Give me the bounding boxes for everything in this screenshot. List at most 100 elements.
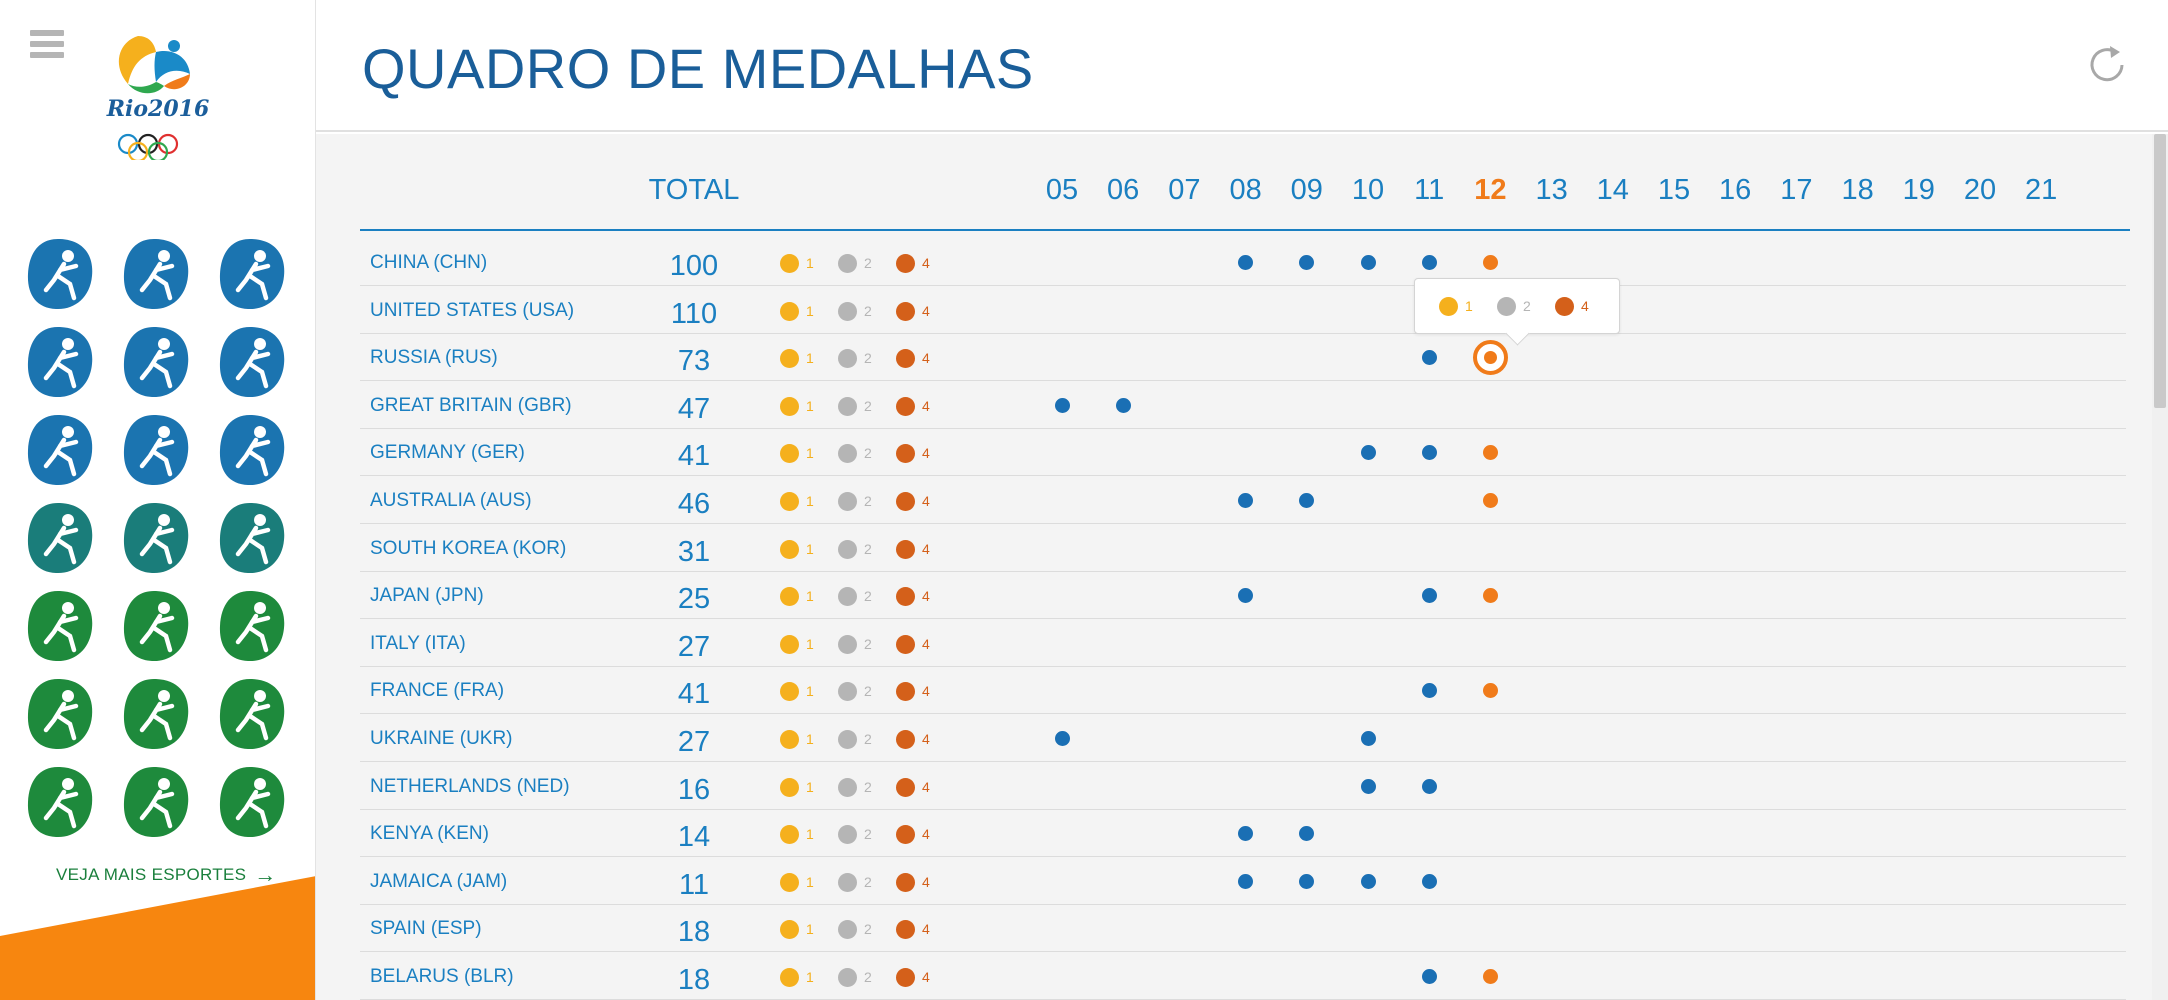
medal-day-dot-11[interactable] <box>1421 255 1437 270</box>
refresh-icon[interactable] <box>2084 42 2130 88</box>
country-name[interactable]: SPAIN (ESP) <box>370 918 482 940</box>
country-name[interactable]: UNITED STATES (USA) <box>370 299 575 321</box>
equestrian-icon[interactable] <box>120 764 192 840</box>
badminton-icon[interactable] <box>120 236 192 312</box>
medal-day-dot-11[interactable] <box>1421 350 1437 366</box>
medal-day-dot-10[interactable] <box>1360 445 1376 461</box>
table-row[interactable]: SOUTH KOREA (KOR) 31 1 2 4 <box>360 525 2126 572</box>
day-header-17[interactable]: 17 <box>1780 174 1813 206</box>
country-name[interactable]: FRANCE (FRA) <box>370 680 505 702</box>
sailing-icon[interactable] <box>216 764 288 840</box>
table-row[interactable]: GREAT BRITAIN (GBR) 47 1 2 4 <box>360 382 2126 429</box>
medal-day-dot-08[interactable] <box>1238 826 1254 842</box>
day-header-09[interactable]: 09 <box>1290 174 1323 206</box>
medal-day-dot-11[interactable] <box>1421 445 1437 461</box>
table-row[interactable]: JAMAICA (JAM) 11 1 2 4 <box>360 858 2126 905</box>
medal-day-dot-05[interactable] <box>1054 731 1070 746</box>
medal-day-dot-10[interactable] <box>1360 778 1376 794</box>
table-row[interactable]: ITALY (ITA) 27 1 2 4 <box>360 620 2126 667</box>
medal-day-dot-11[interactable] <box>1421 969 1437 984</box>
medal-day-dot-12[interactable] <box>1472 340 1508 376</box>
table-row[interactable]: BELARUS (BLR) 18 1 2 4 <box>360 953 2126 1000</box>
day-header-16[interactable]: 16 <box>1719 174 1752 206</box>
handball-icon[interactable] <box>24 588 96 664</box>
day-header-20[interactable]: 20 <box>1963 174 1997 206</box>
medal-day-dot-06[interactable] <box>1115 397 1131 413</box>
taekwondo-icon[interactable] <box>216 676 288 752</box>
day-header-15[interactable]: 15 <box>1657 174 1691 206</box>
table-row[interactable]: NETHERLANDS (NED) 16 1 2 4 <box>360 763 2126 810</box>
golf-icon[interactable] <box>216 500 288 576</box>
day-header-11[interactable]: 11 <box>1414 174 1445 206</box>
basketball-icon[interactable] <box>120 588 192 664</box>
rio2016-logo[interactable] <box>98 26 214 163</box>
mountain-bike-icon[interactable] <box>120 324 192 400</box>
day-header-08[interactable]: 08 <box>1229 174 1262 206</box>
medal-day-dot-12[interactable] <box>1482 969 1498 984</box>
country-name[interactable]: UKRAINE (UKR) <box>370 728 513 749</box>
table-row[interactable]: UKRAINE (UKR) 27 1 2 4 <box>360 715 2126 762</box>
swimming-icon[interactable] <box>24 412 96 488</box>
medal-day-dot-11[interactable] <box>1421 873 1437 889</box>
medal-day-dot-12[interactable] <box>1482 683 1498 699</box>
medal-day-dot-12[interactable] <box>1482 493 1498 508</box>
country-name[interactable]: BELARUS (BLR) <box>370 966 514 987</box>
country-name[interactable]: ITALY (ITA) <box>370 632 466 654</box>
medal-day-dot-09[interactable] <box>1299 493 1315 508</box>
country-name[interactable]: SOUTH KOREA (KOR) <box>370 537 567 559</box>
day-header-14[interactable]: 14 <box>1596 174 1629 206</box>
day-header-07[interactable]: 07 <box>1168 174 1201 206</box>
country-name[interactable]: RUSSIA (RUS) <box>370 347 498 369</box>
more-sports-link[interactable]: VEJA MAIS ESPORTES → <box>56 862 277 888</box>
country-name[interactable]: JAPAN (JPN) <box>370 585 484 607</box>
table-row[interactable]: RUSSIA (RUS) 73 1 2 4 <box>360 334 2126 382</box>
day-header-10[interactable]: 10 <box>1351 174 1385 206</box>
table-row[interactable]: FRANCE (FRA) 41 1 2 4 <box>360 667 2126 715</box>
day-header-13[interactable]: 13 <box>1535 174 1568 206</box>
water-polo-icon[interactable] <box>120 412 192 488</box>
medal-day-dot-11[interactable] <box>1421 588 1437 604</box>
medal-day-dot-08[interactable] <box>1238 588 1254 604</box>
table-row[interactable]: KENYA (KEN) 14 1 2 4 <box>360 810 2126 858</box>
country-name[interactable]: AUSTRALIA (AUS) <box>370 490 532 511</box>
medal-day-dot-12[interactable] <box>1482 588 1498 604</box>
table-row[interactable]: AUSTRALIA (AUS) 46 1 2 4 <box>360 477 2126 524</box>
medal-day-dot-09[interactable] <box>1299 255 1315 270</box>
country-name[interactable]: NETHERLANDS (NED) <box>370 775 570 797</box>
day-header-21[interactable]: 21 <box>2025 174 2058 206</box>
medal-day-dot-09[interactable] <box>1299 873 1315 889</box>
table-row[interactable]: GERMANY (GER) 41 1 2 4 <box>360 429 2126 477</box>
country-name[interactable]: JAMAICA (JAM) <box>370 870 508 892</box>
medal-day-dot-09[interactable] <box>1299 826 1315 842</box>
road-cycling-icon[interactable] <box>216 324 288 400</box>
rhythmic-gymnastics-icon[interactable] <box>120 500 192 576</box>
table-row[interactable]: SPAIN (ESP) 18 1 2 4 <box>360 905 2126 953</box>
hamburger-icon[interactable] <box>30 30 64 64</box>
table-row[interactable]: JAPAN (JPN) 25 1 2 4 <box>360 572 2126 620</box>
volleyball-icon[interactable] <box>216 236 288 312</box>
medal-day-dot-12[interactable] <box>1482 255 1498 270</box>
country-name[interactable]: GERMANY (GER) <box>370 442 525 464</box>
athletics-icon[interactable] <box>24 236 96 312</box>
table-row[interactable]: UNITED STATES (USA) 110 1 2 4 <box>360 287 2126 334</box>
medal-day-dot-12[interactable] <box>1482 445 1498 461</box>
day-header-06[interactable]: 06 <box>1107 174 1140 206</box>
bmx-cycling-icon[interactable] <box>24 324 96 400</box>
medal-day-dot-05[interactable] <box>1054 397 1070 413</box>
medal-day-dot-08[interactable] <box>1238 493 1254 508</box>
country-name[interactable]: KENYA (KEN) <box>370 823 489 845</box>
hockey-icon[interactable] <box>216 588 288 664</box>
rowing-icon[interactable] <box>24 676 96 752</box>
medal-day-dot-11[interactable] <box>1421 683 1437 699</box>
country-name[interactable]: CHINA (CHN) <box>370 252 488 273</box>
medal-day-dot-10[interactable] <box>1360 731 1376 746</box>
synchronized-swimming-icon[interactable] <box>24 500 96 576</box>
scrollbar-thumb[interactable] <box>2154 134 2166 408</box>
fencing-icon[interactable] <box>24 764 96 840</box>
day-header-18[interactable]: 18 <box>1841 174 1874 206</box>
country-name[interactable]: GREAT BRITAIN (GBR) <box>370 394 572 416</box>
medal-day-dot-10[interactable] <box>1360 255 1376 270</box>
diving-icon[interactable] <box>216 412 288 488</box>
vertical-scrollbar[interactable] <box>2152 134 2168 1000</box>
medal-day-dot-08[interactable] <box>1238 255 1254 270</box>
